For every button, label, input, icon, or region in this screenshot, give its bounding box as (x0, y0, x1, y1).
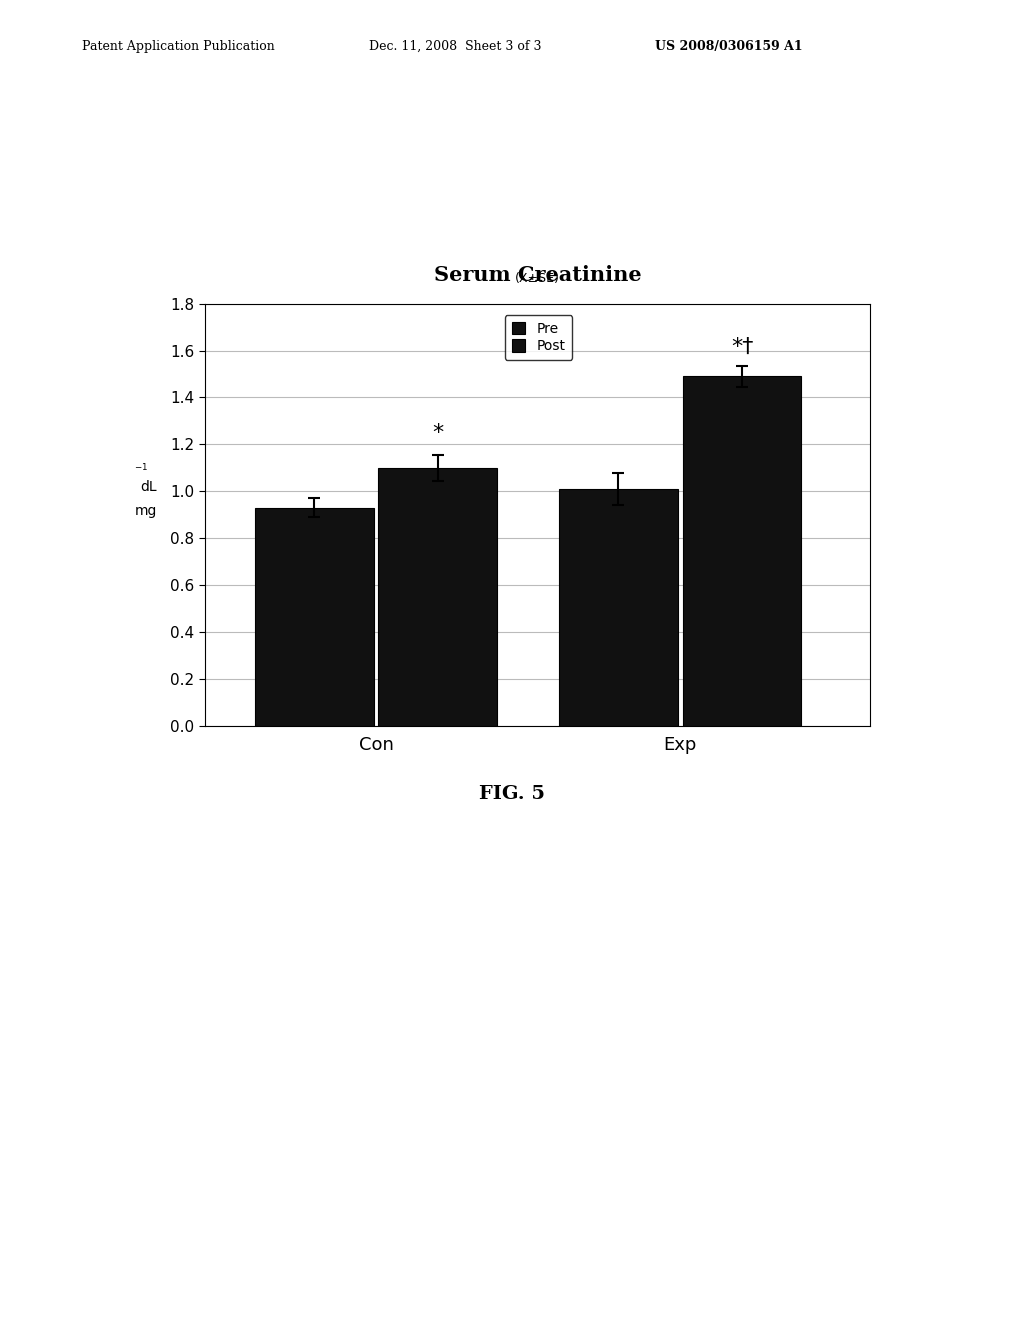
Text: Dec. 11, 2008  Sheet 3 of 3: Dec. 11, 2008 Sheet 3 of 3 (369, 40, 541, 53)
Text: dL: dL (140, 480, 157, 494)
Text: *: * (432, 424, 443, 444)
Bar (378, 467, 498, 726)
Bar (683, 376, 802, 726)
Title: Serum Creatinine: Serum Creatinine (434, 265, 641, 285)
Text: FIG. 5: FIG. 5 (479, 785, 545, 804)
Bar (255, 508, 374, 726)
Text: $^{-1}$: $^{-1}$ (134, 463, 148, 477)
Text: mg: mg (134, 504, 157, 517)
Legend: Pre, Post: Pre, Post (505, 314, 572, 360)
Text: (X±SE): (X±SE) (515, 272, 560, 285)
Text: *†: *† (731, 337, 754, 356)
Text: US 2008/0306159 A1: US 2008/0306159 A1 (655, 40, 803, 53)
Bar (559, 488, 678, 726)
Text: Patent Application Publication: Patent Application Publication (82, 40, 274, 53)
